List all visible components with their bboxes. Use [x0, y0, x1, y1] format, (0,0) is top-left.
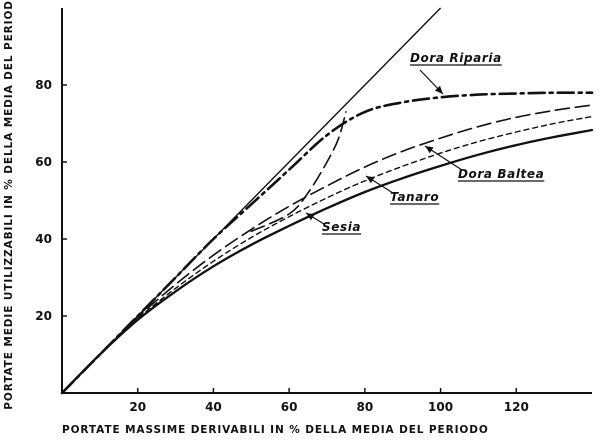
x-tick-label: 40 [205, 400, 222, 414]
y-tick-label: 40 [35, 232, 52, 246]
x-tick-label: 60 [281, 400, 298, 414]
series-line-tanaro [61, 115, 593, 394]
y-tick-label: 60 [35, 155, 52, 169]
x-tick-label: 100 [428, 400, 453, 414]
arrowhead-icon [306, 213, 315, 221]
series-label: Tanaro [390, 190, 439, 204]
series-labels: Dora Riparia Dora Baltea Tanaro Sesia [305, 51, 545, 235]
series-label: Sesia [322, 220, 361, 234]
y-tick-label: 80 [35, 78, 52, 92]
series-line-dora-baltea [61, 104, 593, 394]
series-line-unlabeled [250, 111, 347, 233]
series-lines [60, 7, 594, 395]
y-axis-label: PORTATE MEDIE UTILIZZABILI IN % DELLA ME… [3, 0, 15, 410]
series-line-sesia [60, 128, 594, 395]
axes [61, 8, 592, 394]
arrowhead-icon [425, 146, 434, 154]
ticks: 20 40 60 80 100 120 20 40 60 80 [35, 78, 529, 414]
series-label: Dora Riparia [410, 51, 502, 65]
series-label: Dora Baltea [458, 167, 544, 181]
arrowhead-icon [434, 85, 443, 94]
arrowhead-icon [366, 176, 375, 184]
x-tick-label: 20 [129, 400, 146, 414]
x-tick-label: 80 [357, 400, 374, 414]
y-tick-label: 20 [35, 309, 52, 323]
x-tick-label: 120 [504, 400, 529, 414]
x-axis-label: PORTATE MASSIME DERIVABILI IN % DELLA ME… [62, 424, 489, 436]
series-line-dora-riparia [60, 91, 594, 395]
